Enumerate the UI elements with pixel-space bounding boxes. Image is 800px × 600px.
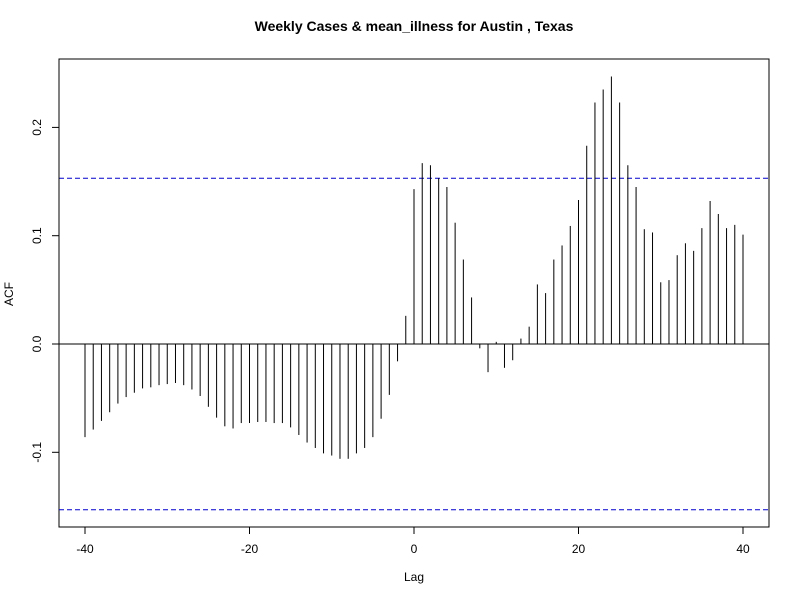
plot-area bbox=[58, 58, 770, 528]
y-axis-label: ACF bbox=[2, 282, 16, 306]
y-tick-label: 0.0 bbox=[30, 335, 44, 352]
x-tick-label: -40 bbox=[76, 542, 94, 556]
x-axis: -40 -20 0 20 40 bbox=[76, 526, 750, 556]
y-tick-label: -0.1 bbox=[30, 442, 44, 463]
x-tick-label: 40 bbox=[736, 542, 750, 556]
chart-title: Weekly Cases & mean_illness for Austin ,… bbox=[255, 18, 574, 34]
x-tick-label: -20 bbox=[241, 542, 259, 556]
y-axis: -0.1 0.0 0.1 0.2 bbox=[30, 119, 60, 463]
x-tick-label: 0 bbox=[411, 542, 418, 556]
x-axis-label: Lag bbox=[404, 570, 424, 584]
y-tick-label: 0.2 bbox=[30, 119, 44, 136]
y-tick-label: 0.1 bbox=[30, 227, 44, 244]
x-tick-label: 20 bbox=[572, 542, 586, 556]
